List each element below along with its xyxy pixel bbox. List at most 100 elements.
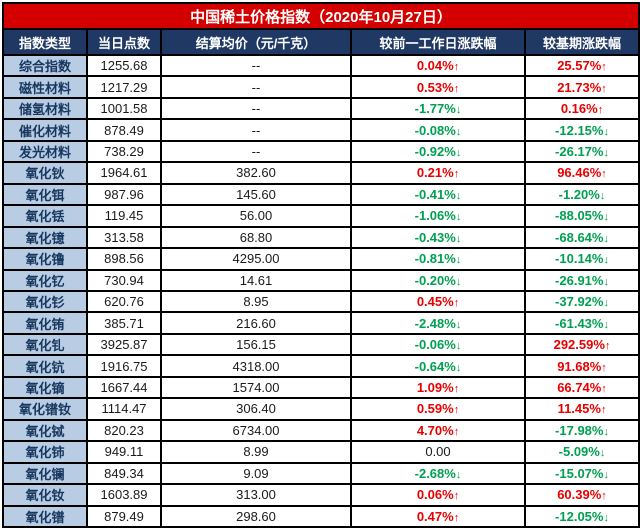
col-header-settlement-price: 结算均价（元/千克） <box>160 28 352 56</box>
settlement-price-value: 4295.00 <box>160 247 352 271</box>
index-type-label: 氧化镧 <box>2 461 88 486</box>
down-arrow-icon: ↓ <box>603 297 609 310</box>
settlement-price-value: -- <box>160 53 352 78</box>
down-arrow-icon: ↓ <box>455 340 462 353</box>
daily-change-value: 1.09%↑ <box>350 375 526 400</box>
daily-points-value: 898.56 <box>86 247 162 271</box>
down-arrow-icon: ↓ <box>455 232 462 245</box>
index-type-label: 氧化铕 <box>2 311 88 335</box>
down-arrow-icon: ↓ <box>455 104 462 117</box>
daily-points-value: 119.45 <box>86 204 162 228</box>
daily-change-value: -0.20%↓ <box>350 268 526 293</box>
base-change-value: -68.64%↓ <box>523 225 640 250</box>
daily-points-value: 987.96 <box>86 182 162 207</box>
table-row: 发光材料 738.29 -- -0.92%↓ -26.17%↓ <box>2 139 640 164</box>
settlement-price-value: 298.60 <box>160 504 352 529</box>
settlement-price-value: 14.61 <box>160 268 352 293</box>
index-type-label: 氧化镥 <box>2 247 88 271</box>
base-change-value: 60.39%↑ <box>523 483 640 507</box>
index-type-label: 氧化铈 <box>2 440 88 464</box>
daily-change-value: -0.08%↓ <box>350 118 526 142</box>
up-arrow-icon: ↑ <box>601 490 607 503</box>
title-row: 中国稀土价格指数（2020年10月27日） <box>1 2 640 30</box>
daily-points-value: 1916.75 <box>86 354 162 378</box>
settlement-price-value: 216.60 <box>160 311 352 335</box>
up-arrow-icon: ↑ <box>453 297 460 310</box>
daily-points-value: 820.23 <box>86 418 162 443</box>
daily-points-value: 878.49 <box>86 118 162 142</box>
base-change-value: -17.98%↓ <box>523 418 640 443</box>
daily-points-value: 1001.58 <box>86 96 162 121</box>
down-arrow-icon: ↓ <box>599 189 606 202</box>
down-arrow-icon: ↓ <box>455 147 462 160</box>
down-arrow-icon: ↓ <box>603 468 609 481</box>
base-change-value: 21.73%↑ <box>523 75 640 99</box>
down-arrow-icon: ↓ <box>603 425 609 438</box>
settlement-price-value: 1574.00 <box>160 375 352 400</box>
down-arrow-icon: ↓ <box>599 447 606 460</box>
up-arrow-icon: ↑ <box>453 82 460 95</box>
index-type-label: 氧化钐 <box>2 289 88 314</box>
up-arrow-icon: ↑ <box>601 82 607 95</box>
table-row: 氧化镥 898.56 4295.00 -0.81%↓ -10.14%↓ <box>2 247 640 271</box>
down-arrow-icon: ↓ <box>603 147 609 160</box>
table-row: 氧化钇 730.94 14.61 -0.20%↓ -26.91%↓ <box>2 268 640 293</box>
base-change-value: -10.14%↓ <box>523 247 640 271</box>
col-header-daily-change: 较前一工作日涨跌幅 <box>350 28 526 56</box>
table-row: 氧化钐 620.76 8.95 0.45%↑ -37.92%↓ <box>2 289 640 314</box>
base-change-value: 91.68%↑ <box>523 354 640 378</box>
index-type-label: 氧化钪 <box>2 354 88 378</box>
index-type-label: 氧化镱 <box>2 225 88 250</box>
table-row: 磁性材料 1217.29 -- 0.53%↑ 21.73%↑ <box>2 75 640 99</box>
down-arrow-icon: ↓ <box>603 125 609 138</box>
base-change-value: 292.59%↑ <box>523 332 640 357</box>
settlement-price-value: 56.00 <box>160 204 352 228</box>
up-arrow-icon: ↑ <box>604 340 611 353</box>
daily-points-value: 385.71 <box>86 311 162 335</box>
daily-points-value: 620.76 <box>86 289 162 314</box>
daily-change-value: 0.45%↑ <box>350 289 526 314</box>
up-arrow-icon: ↑ <box>601 383 607 396</box>
index-type-label: 综合指数 <box>2 53 88 78</box>
settlement-price-value: 4318.00 <box>160 354 352 378</box>
base-change-value: -26.91%↓ <box>523 268 640 293</box>
daily-change-value: 0.21%↑ <box>350 161 526 185</box>
base-change-value: 96.46%↑ <box>523 161 640 185</box>
table-row: 氧化镧 849.34 9.09 -2.68%↓ -15.07%↓ <box>2 461 640 486</box>
header-row: 指数类型 当日点数 结算均价（元/千克） 较前一工作日涨跌幅 较基期涨跌幅 <box>2 28 640 56</box>
down-arrow-icon: ↓ <box>603 254 609 267</box>
table-title: 中国稀土价格指数（2020年10月27日） <box>1 2 640 30</box>
index-type-label: 氧化钕 <box>2 483 88 507</box>
table-row: 氧化镨 879.49 298.60 0.47%↑ -12.05%↓ <box>2 504 640 529</box>
up-arrow-icon: ↑ <box>453 511 460 524</box>
index-type-label: 氧化铽 <box>2 418 88 443</box>
settlement-price-value: 382.60 <box>160 161 352 185</box>
down-arrow-icon: ↓ <box>455 361 462 374</box>
settlement-price-value: -- <box>160 75 352 99</box>
settlement-price-value: 8.99 <box>160 440 352 464</box>
daily-points-value: 1964.61 <box>86 161 162 185</box>
down-arrow-icon: ↓ <box>455 125 462 138</box>
daily-change-value: 0.53%↑ <box>350 75 526 99</box>
up-arrow-icon: ↑ <box>453 61 460 74</box>
down-arrow-icon: ↓ <box>455 189 462 202</box>
table-row: 氧化铕 385.71 216.60 -2.48%↓ -61.43%↓ <box>2 311 640 335</box>
base-change-value: -88.05%↓ <box>523 204 640 228</box>
daily-points-value: 1217.29 <box>86 75 162 99</box>
base-change-value: -61.43%↓ <box>523 311 640 335</box>
table-row: 氧化钪 1916.75 4318.00 -0.64%↓ 91.68%↑ <box>2 354 640 378</box>
base-change-value: -12.15%↓ <box>523 118 640 142</box>
down-arrow-icon: ↓ <box>603 232 609 245</box>
daily-points-value: 313.58 <box>86 225 162 250</box>
col-header-daily-points: 当日点数 <box>86 28 162 56</box>
daily-change-value: 0.00 <box>350 440 526 464</box>
daily-change-value: -0.92%↓ <box>350 139 526 164</box>
table-row: 氧化铽 820.23 6734.00 4.70%↑ -17.98%↓ <box>2 418 640 443</box>
daily-change-value: -1.77%↓ <box>350 96 526 121</box>
table-row: 储氢材料 1001.58 -- -1.77%↓ 0.16%↑ <box>2 96 640 121</box>
table-row: 催化材料 878.49 -- -0.08%↓ -12.15%↓ <box>2 118 640 142</box>
index-type-label: 氧化钆 <box>2 332 88 357</box>
settlement-price-value: -- <box>160 139 352 164</box>
